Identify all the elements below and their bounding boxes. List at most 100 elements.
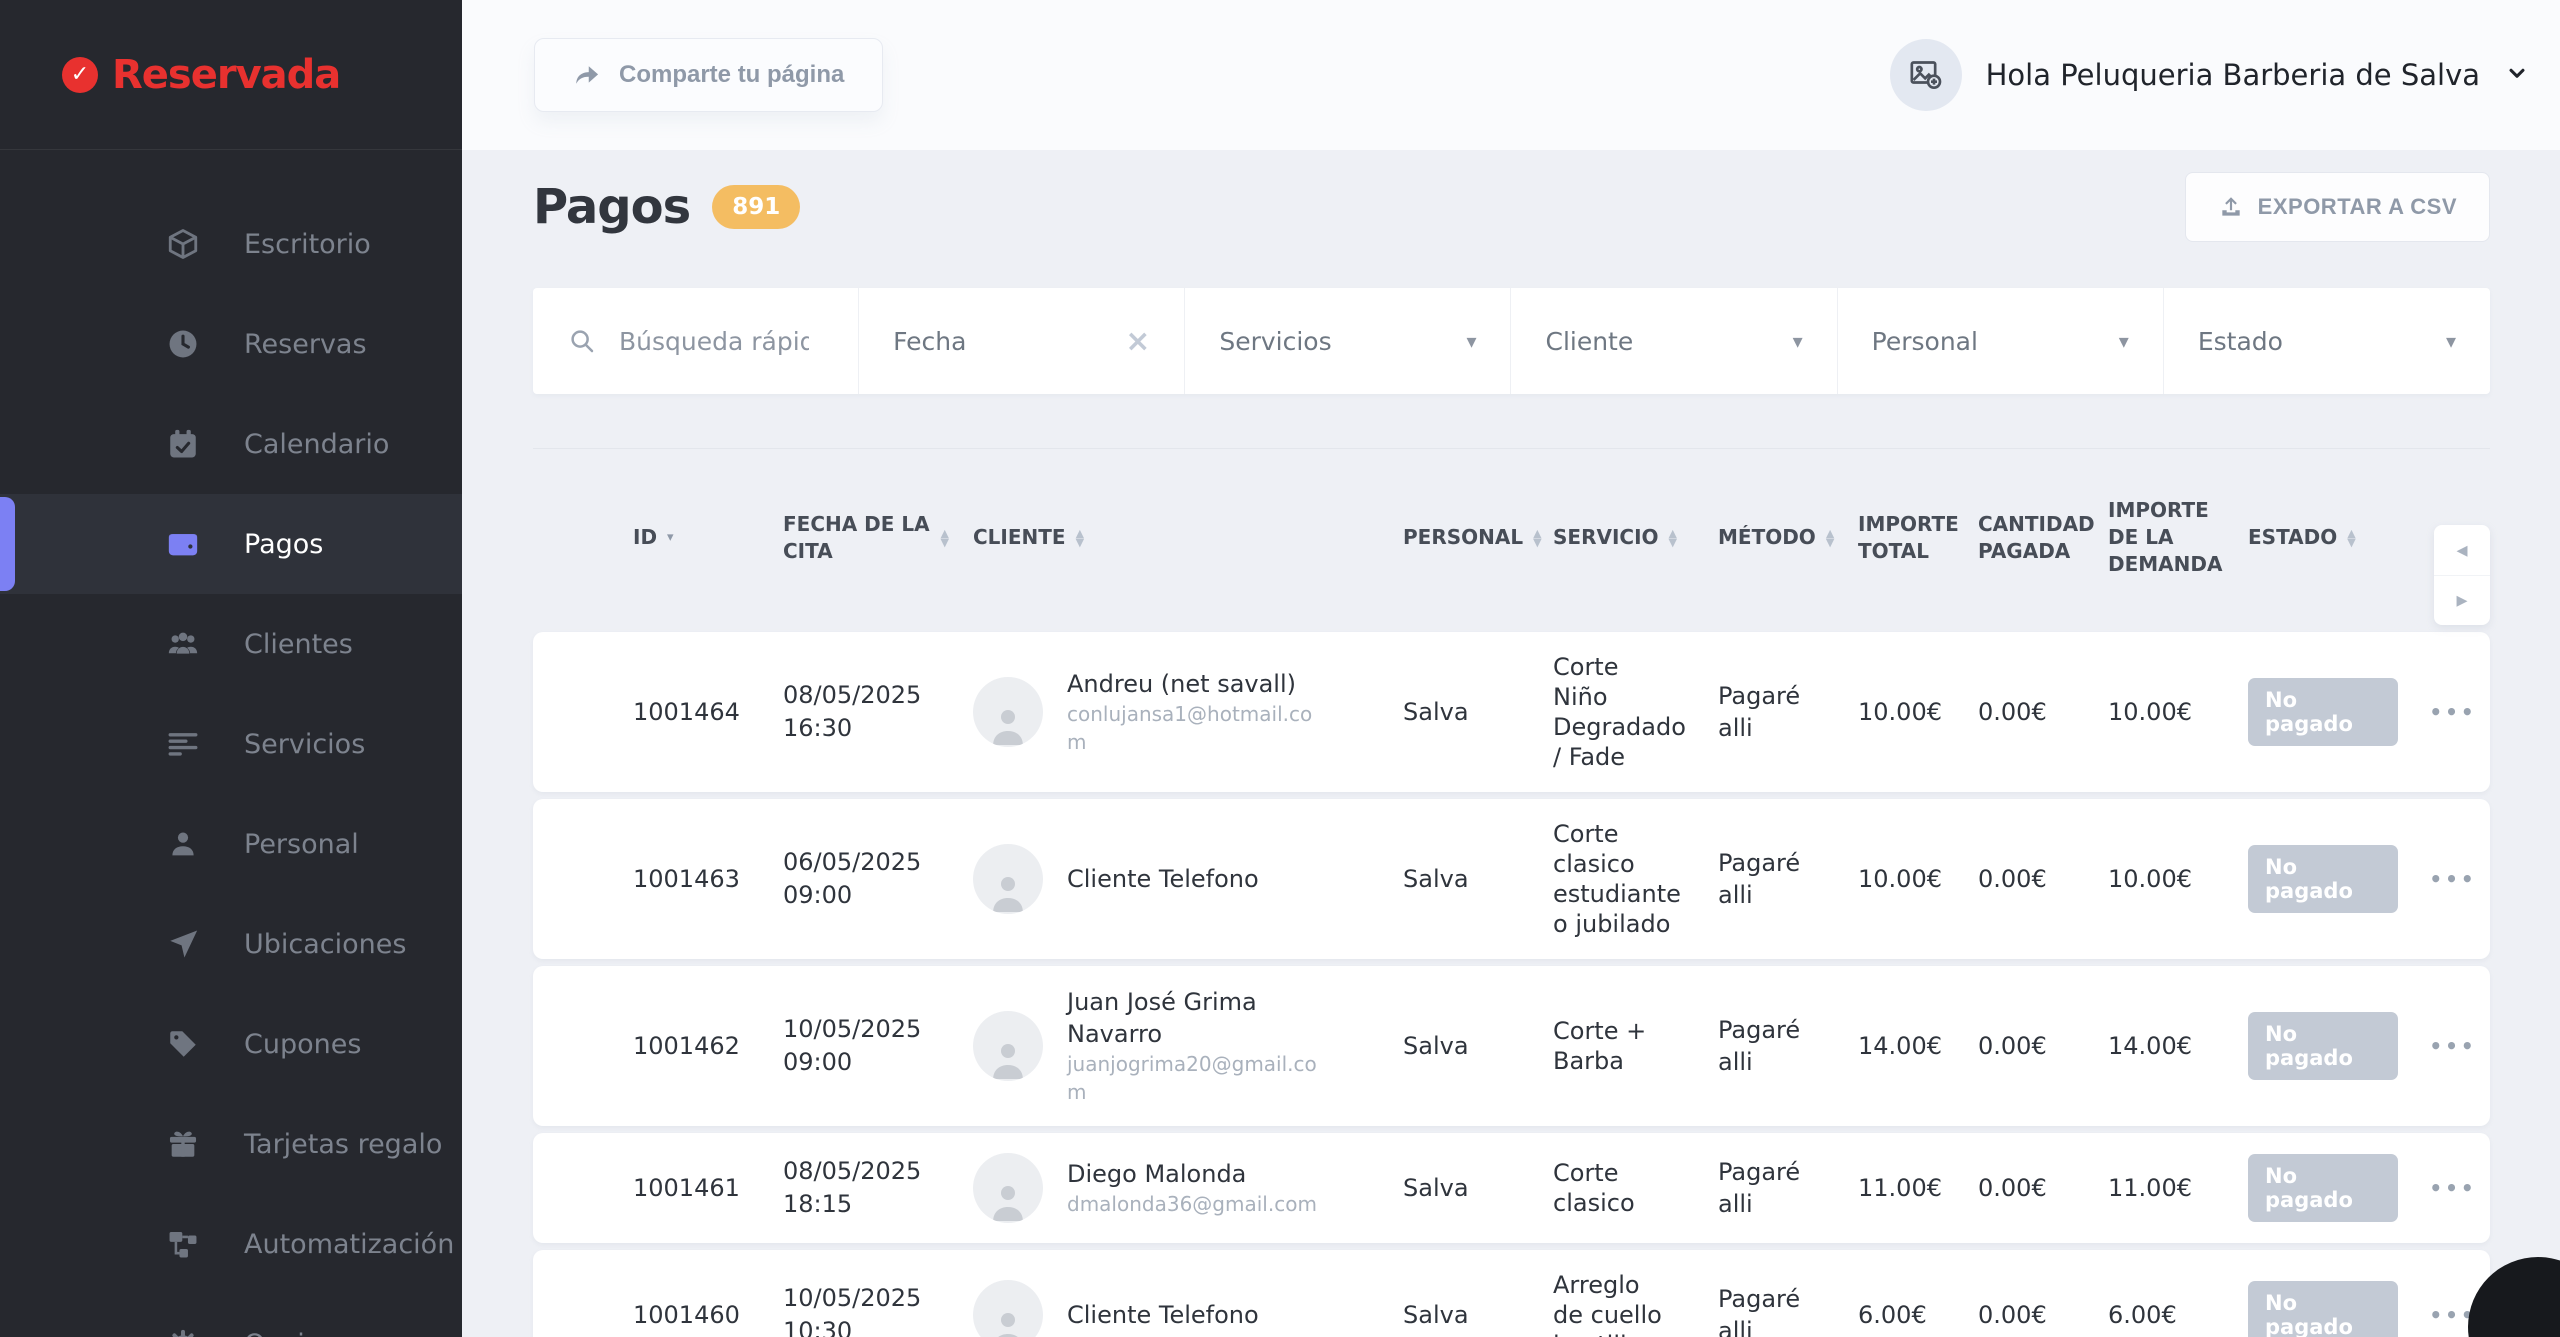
sidebar-item-tarjetas-regalo[interactable]: Tarjetas regalo <box>0 1094 462 1194</box>
brand-name: Reservada <box>112 51 341 98</box>
caret-down-icon: ▾ <box>1792 329 1803 353</box>
cell-importe-total: 14.00€ <box>1858 1032 1942 1060</box>
column-label: ID <box>633 525 658 549</box>
column-header-importe-demanda[interactable]: IMPORTE DE LA DEMANDA <box>2108 497 2248 578</box>
topbar: Comparte tu página Hola Peluqueria Barbe… <box>462 0 2560 150</box>
sidebar-item-label: Personal <box>244 828 359 860</box>
services-filter[interactable]: Servicios ▾ <box>1185 288 1512 394</box>
scroll-right-button[interactable]: ▸ <box>2434 575 2490 625</box>
upload-icon <box>2218 194 2244 220</box>
check-badge-icon: ✓ <box>62 56 98 93</box>
cell-fecha: 06/05/2025 09:00 <box>783 846 973 912</box>
column-header-servicio[interactable]: SERVICIO ▲ ▼ <box>1553 524 1718 551</box>
sidebar-item-opciones[interactable]: Opciones <box>0 1294 462 1337</box>
export-csv-button[interactable]: EXPORTAR A CSV <box>2184 172 2490 242</box>
table-row: 1001464 08/05/2025 16:30 Andreu (net sav… <box>533 632 2490 792</box>
row-actions-button[interactable]: ••• <box>2429 1176 2477 1200</box>
row-actions-button[interactable]: ••• <box>2429 1034 2477 1058</box>
sort-icon: ▲ ▼ <box>2347 526 2356 549</box>
sidebar-item-personal[interactable]: Personal <box>0 794 462 894</box>
share-page-button[interactable]: Comparte tu página <box>534 38 884 112</box>
status-badge: No pagado <box>2248 1154 2398 1222</box>
wallet-icon <box>166 527 200 561</box>
column-header-cantidad-pagada[interactable]: CANTIDAD PAGADA <box>1978 511 2108 565</box>
client-name: Cliente Telefono <box>1067 1301 1259 1329</box>
sidebar-item-ubicaciones[interactable]: Ubicaciones <box>0 894 462 994</box>
cell-cantidad-pagada: 0.00€ <box>1978 1301 2047 1329</box>
cell-servicio: Corte clasico <box>1553 1159 1635 1217</box>
sidebar-item-label: Pagos <box>244 528 324 560</box>
column-header-importe-total[interactable]: IMPORTE TOTAL <box>1858 511 1978 565</box>
sort-desc-icon: ▾ <box>667 530 674 545</box>
chevron-down-icon <box>2504 60 2530 90</box>
table-row: 1001462 10/05/2025 09:00 Juan José Grima… <box>533 966 2490 1126</box>
cell-cantidad-pagada: 0.00€ <box>1978 698 2047 726</box>
client-name: Diego Malonda <box>1067 1160 1247 1188</box>
gear-icon <box>166 1327 200 1337</box>
clear-icon[interactable]: × <box>1125 323 1151 359</box>
services-filter-label: Servicios <box>1219 326 1332 356</box>
gift-icon <box>166 1127 200 1161</box>
sort-icon: ▲ ▼ <box>1825 526 1835 549</box>
column-header-personal[interactable]: PERSONAL ▲ ▼ <box>1403 524 1553 551</box>
row-actions-button[interactable]: ••• <box>2429 700 2477 724</box>
cell-metodo: Pagaré alli <box>1718 682 1801 742</box>
cell-cantidad-pagada: 0.00€ <box>1978 1032 2047 1060</box>
column-header-metodo[interactable]: MÉTODO ▲ ▼ <box>1718 524 1858 551</box>
column-label: MÉTODO <box>1718 525 1816 549</box>
cell-servicio: Corte + Barba <box>1553 1017 1647 1075</box>
sort-icon: ▲ ▼ <box>1668 526 1677 549</box>
column-label: IMPORTE DE LA DEMANDA <box>2108 498 2223 576</box>
row-actions-button[interactable]: ••• <box>2429 1303 2477 1327</box>
staff-filter[interactable]: Personal ▾ <box>1838 288 2164 394</box>
date-filter-label: Fecha <box>893 326 967 356</box>
column-header-id[interactable]: ID ▾ <box>633 524 783 551</box>
column-label: IMPORTE TOTAL <box>1858 511 1959 563</box>
client-name: Juan José Grima Navarro <box>1067 988 1257 1048</box>
cell-metodo: Pagaré alli <box>1718 1016 1801 1076</box>
sidebar-item-pagos[interactable]: Pagos <box>0 494 462 594</box>
column-header-cliente[interactable]: CLIENTE ▲ ▼ <box>973 524 1403 551</box>
row-actions-button[interactable]: ••• <box>2429 867 2477 891</box>
sidebar-item-automatizacion[interactable]: Automatización <box>0 1194 462 1294</box>
brand-logo[interactable]: ✓ Reservada <box>0 0 462 150</box>
status-filter[interactable]: Estado ▾ <box>2164 288 2490 394</box>
cell-personal: Salva <box>1403 1032 1469 1060</box>
cell-fecha: 10/05/2025 09:00 <box>783 1013 973 1079</box>
cell-estado: No pagado <box>2248 845 2418 913</box>
client-avatar <box>973 844 1043 914</box>
sidebar-item-escritorio[interactable]: Escritorio <box>0 194 462 294</box>
cell-id: 1001464 <box>633 698 740 726</box>
scroll-left-button[interactable]: ◂ <box>2456 537 2468 563</box>
client-filter[interactable]: Cliente ▾ <box>1511 288 1838 394</box>
client-name: Cliente Telefono <box>1067 865 1259 893</box>
sidebar-item-reservas[interactable]: Reservas <box>0 294 462 394</box>
sidebar-item-label: Opciones <box>244 1329 369 1337</box>
table-body: 1001464 08/05/2025 16:30 Andreu (net sav… <box>533 632 2490 1337</box>
column-header-estado[interactable]: ESTADO ▲ ▼ <box>2248 524 2418 551</box>
cell-time: 09:00 <box>783 1048 853 1076</box>
cell-metodo: Pagaré alli <box>1718 1285 1801 1337</box>
sidebar-item-servicios[interactable]: Servicios <box>0 694 462 794</box>
sidebar-item-clientes[interactable]: Clientes <box>0 594 462 694</box>
client-avatar <box>973 1280 1043 1337</box>
sidebar-item-calendario[interactable]: Calendario <box>0 394 462 494</box>
client-avatar <box>973 1011 1043 1081</box>
cell-id: 1001462 <box>633 1032 740 1060</box>
column-label: SERVICIO <box>1553 525 1659 549</box>
share-icon <box>573 61 601 89</box>
cell-time: 10:30 <box>783 1317 853 1337</box>
client-avatar <box>973 677 1043 747</box>
user-menu[interactable]: Hola Peluqueria Barberia de Salva <box>1889 39 2530 111</box>
cell-estado: No pagado <box>2248 678 2418 746</box>
date-filter[interactable]: Fecha × <box>859 288 1186 394</box>
cell-importe-total: 10.00€ <box>1858 698 1942 726</box>
cell-servicio: Arreglo de cuello i patillas <box>1553 1271 1662 1337</box>
cell-personal: Salva <box>1403 1301 1469 1329</box>
sidebar-item-cupones[interactable]: Cupones <box>0 994 462 1094</box>
caret-down-icon: ▾ <box>2118 329 2129 353</box>
search-input[interactable] <box>619 326 809 356</box>
column-header-fecha[interactable]: FECHA DE LA CITA ▲ ▼ <box>783 511 973 565</box>
status-badge: No pagado <box>2248 1012 2398 1080</box>
table-row: 1001461 08/05/2025 18:15 Diego Malonda d… <box>533 1133 2490 1243</box>
